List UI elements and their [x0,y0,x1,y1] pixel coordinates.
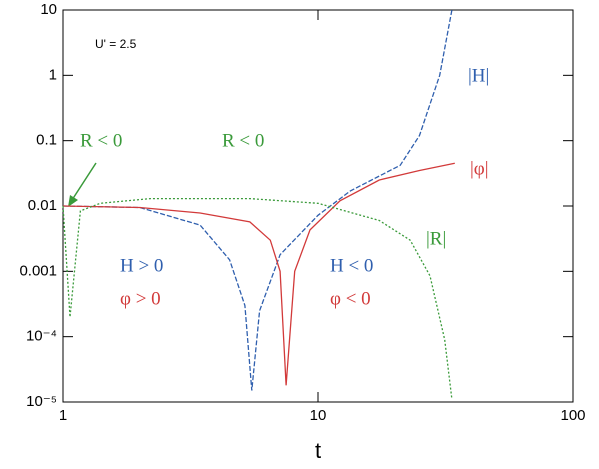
y-tick-label: 0.001 [19,262,57,279]
y-tick-label: 10 [40,1,57,18]
plot-frame [62,9,574,403]
x-tick-label: 1 [59,407,67,424]
annotation: H > 0 [120,255,163,276]
x-axis-label: t [315,438,321,463]
annotation: H < 0 [330,255,373,276]
x-tick-label: 10 [310,407,327,424]
y-tick-label: 1 [49,66,57,83]
series-label: |H| [468,65,489,86]
series-line [62,162,455,386]
arrow [71,162,97,201]
y-tick-label: 10⁻⁵ [26,393,57,410]
arrow-head [68,195,78,207]
annotation: R < 0 [80,130,122,151]
y-tick-label: 0.01 [28,197,57,214]
series-line [62,197,453,400]
series-line [62,9,453,391]
annotation: φ > 0 [120,288,161,309]
annotation: U' = 2.5 [95,37,137,51]
annotation: R < 0 [222,130,264,151]
series-label: |R| [426,228,446,249]
series-label: |φ| [470,158,489,179]
annotation: φ < 0 [330,288,371,309]
y-tick-label: 10⁻⁴ [26,328,57,345]
y-tick-label: 0.1 [36,132,57,149]
x-tick-label: 100 [560,407,585,424]
